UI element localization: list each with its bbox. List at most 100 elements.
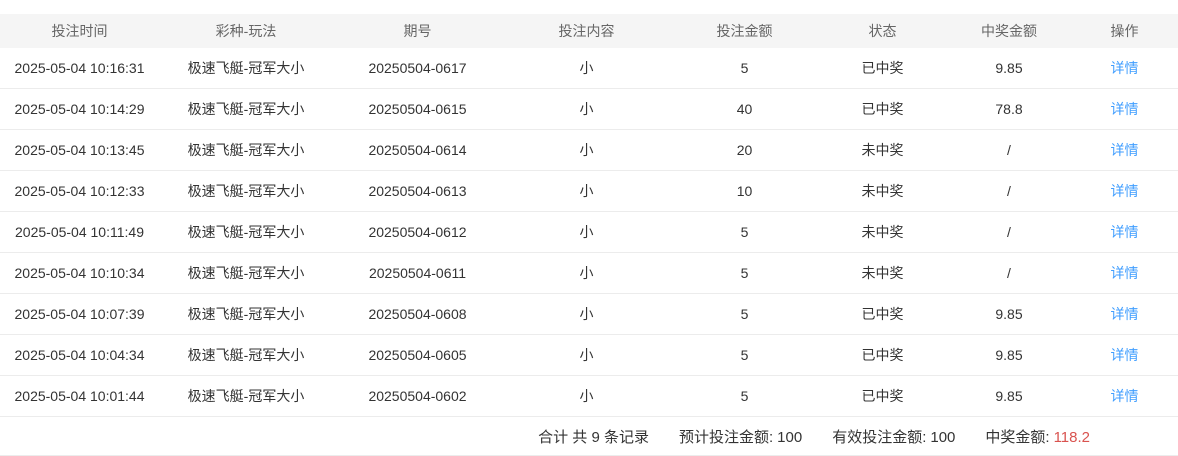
- bet-content-cell: 小: [502, 170, 671, 212]
- column-header-issue: 期号: [333, 14, 502, 48]
- header-row: 投注时间 彩种-玩法 期号 投注内容 投注金额 状态 中奖金额 操作: [0, 14, 1178, 48]
- bet-content-cell: 小: [502, 48, 671, 89]
- action-cell: 详情: [1071, 252, 1178, 294]
- summary-valid-bet: 有效投注金额: 100: [832, 426, 955, 447]
- issue-cell: 20250504-0605: [333, 334, 502, 376]
- status-cell: 已中奖: [818, 48, 947, 89]
- game-type-cell: 极速飞艇-冠军大小: [159, 334, 333, 376]
- bet-content-cell: 小: [502, 293, 671, 335]
- game-type-cell: 极速飞艇-冠军大小: [159, 129, 333, 171]
- game-type-cell: 极速飞艇-冠军大小: [159, 211, 333, 253]
- prize-cell: 78.8: [947, 88, 1071, 130]
- bet-records-table: 投注时间 彩种-玩法 期号 投注内容 投注金额 状态 中奖金额 操作 2025-…: [0, 14, 1178, 417]
- issue-cell: 20250504-0614: [333, 129, 502, 171]
- action-cell: 详情: [1071, 334, 1178, 376]
- bet-amount-cell: 5: [671, 252, 818, 294]
- detail-link[interactable]: 详情: [1110, 347, 1139, 363]
- summary-expected-bet: 预计投注金额: 100: [679, 426, 802, 447]
- detail-link[interactable]: 详情: [1110, 101, 1139, 117]
- bet-content-cell: 小: [502, 334, 671, 376]
- prize-cell: /: [947, 129, 1071, 171]
- bet-time-cell: 2025-05-04 10:11:49: [0, 211, 159, 253]
- action-cell: 详情: [1071, 211, 1178, 253]
- bet-amount-cell: 20: [671, 129, 818, 171]
- status-cell: 未中奖: [818, 170, 947, 212]
- prize-cell: 9.85: [947, 375, 1071, 417]
- column-header-game-type: 彩种-玩法: [159, 14, 333, 48]
- game-type-cell: 极速飞艇-冠军大小: [159, 48, 333, 89]
- table-row: 2025-05-04 10:14:29 极速飞艇-冠军大小 20250504-061…: [0, 88, 1178, 130]
- bet-content-cell: 小: [502, 252, 671, 294]
- column-header-status: 状态: [818, 14, 947, 48]
- detail-link[interactable]: 详情: [1110, 265, 1139, 281]
- summary-valid-bet-label: 有效投注金额:: [832, 428, 927, 446]
- detail-link[interactable]: 详情: [1110, 306, 1139, 322]
- status-cell: 已中奖: [818, 334, 947, 376]
- table-row: 2025-05-04 10:11:49 极速飞艇-冠军大小 20250504-061…: [0, 211, 1178, 253]
- table-row: 2025-05-04 10:10:34 极速飞艇-冠军大小 20250504-061…: [0, 252, 1178, 294]
- bet-content-cell: 小: [502, 88, 671, 130]
- action-cell: 详情: [1071, 129, 1178, 171]
- summary-valid-bet-value: 100: [930, 428, 956, 446]
- summary-expected-bet-value: 100: [777, 428, 803, 446]
- bet-amount-cell: 5: [671, 334, 818, 376]
- detail-link[interactable]: 详情: [1110, 183, 1139, 199]
- table-row: 2025-05-04 10:16:31 极速飞艇-冠军大小 20250504-061…: [0, 48, 1178, 89]
- bet-amount-cell: 5: [671, 211, 818, 253]
- bet-amount-cell: 5: [671, 293, 818, 335]
- issue-cell: 20250504-0615: [333, 88, 502, 130]
- table-row: 2025-05-04 10:04:34 极速飞艇-冠军大小 20250504-060…: [0, 334, 1178, 376]
- prize-cell: /: [947, 252, 1071, 294]
- prize-cell: 9.85: [947, 334, 1071, 376]
- issue-cell: 20250504-0612: [333, 211, 502, 253]
- table-row: 2025-05-04 10:01:44 极速飞艇-冠军大小 20250504-060…: [0, 375, 1178, 417]
- column-header-prize: 中奖金额: [947, 14, 1071, 48]
- detail-link[interactable]: 详情: [1110, 388, 1139, 404]
- column-header-bet-content: 投注内容: [502, 14, 671, 48]
- issue-cell: 20250504-0613: [333, 170, 502, 212]
- status-cell: 未中奖: [818, 211, 947, 253]
- game-type-cell: 极速飞艇-冠军大小: [159, 170, 333, 212]
- game-type-cell: 极速飞艇-冠军大小: [159, 88, 333, 130]
- detail-link[interactable]: 详情: [1110, 60, 1139, 76]
- column-header-bet-time: 投注时间: [0, 14, 159, 48]
- prize-cell: /: [947, 211, 1071, 253]
- prize-cell: 9.85: [947, 293, 1071, 335]
- summary-prize-total-value: 118.2: [1053, 428, 1090, 446]
- table-row: 2025-05-04 10:12:33 极速飞艇-冠军大小 20250504-061…: [0, 170, 1178, 212]
- action-cell: 详情: [1071, 293, 1178, 335]
- action-cell: 详情: [1071, 48, 1178, 89]
- bet-content-cell: 小: [502, 375, 671, 417]
- issue-cell: 20250504-0617: [333, 48, 502, 89]
- bet-time-cell: 2025-05-04 10:16:31: [0, 48, 159, 89]
- table-row: 2025-05-04 10:13:45 极速飞艇-冠军大小 20250504-061…: [0, 129, 1178, 171]
- action-cell: 详情: [1071, 88, 1178, 130]
- bet-time-cell: 2025-05-04 10:01:44: [0, 375, 159, 417]
- issue-cell: 20250504-0611: [333, 252, 502, 294]
- bet-amount-cell: 10: [671, 170, 818, 212]
- game-type-cell: 极速飞艇-冠军大小: [159, 252, 333, 294]
- bet-amount-cell: 5: [671, 375, 818, 417]
- bet-amount-cell: 40: [671, 88, 818, 130]
- summary-expected-bet-label: 预计投注金额:: [678, 428, 774, 446]
- game-type-cell: 极速飞艇-冠军大小: [159, 375, 333, 417]
- bet-time-cell: 2025-05-04 10:04:34: [0, 334, 159, 376]
- bet-time-cell: 2025-05-04 10:10:34: [0, 252, 159, 294]
- summary-prize-total-label: 中奖金额:: [985, 428, 1050, 446]
- action-cell: 详情: [1071, 170, 1178, 212]
- summary-bar: 合计 共 9 条记录 预计投注金额: 100 有效投注金额: 100 中奖金额: 11…: [0, 417, 1178, 456]
- summary-total-records: 合计 共 9 条记录: [538, 428, 649, 446]
- bet-content-cell: 小: [502, 129, 671, 171]
- detail-link[interactable]: 详情: [1110, 224, 1139, 240]
- status-cell: 未中奖: [818, 129, 947, 171]
- bet-time-cell: 2025-05-04 10:14:29: [0, 88, 159, 130]
- detail-link[interactable]: 详情: [1110, 142, 1139, 158]
- status-cell: 已中奖: [818, 375, 947, 417]
- issue-cell: 20250504-0608: [333, 293, 502, 335]
- summary-prize-total: 中奖金额: 118.2: [985, 426, 1090, 447]
- bet-time-cell: 2025-05-04 10:13:45: [0, 129, 159, 171]
- bet-time-cell: 2025-05-04 10:07:39: [0, 293, 159, 335]
- column-header-action: 操作: [1071, 14, 1178, 48]
- action-cell: 详情: [1071, 375, 1178, 417]
